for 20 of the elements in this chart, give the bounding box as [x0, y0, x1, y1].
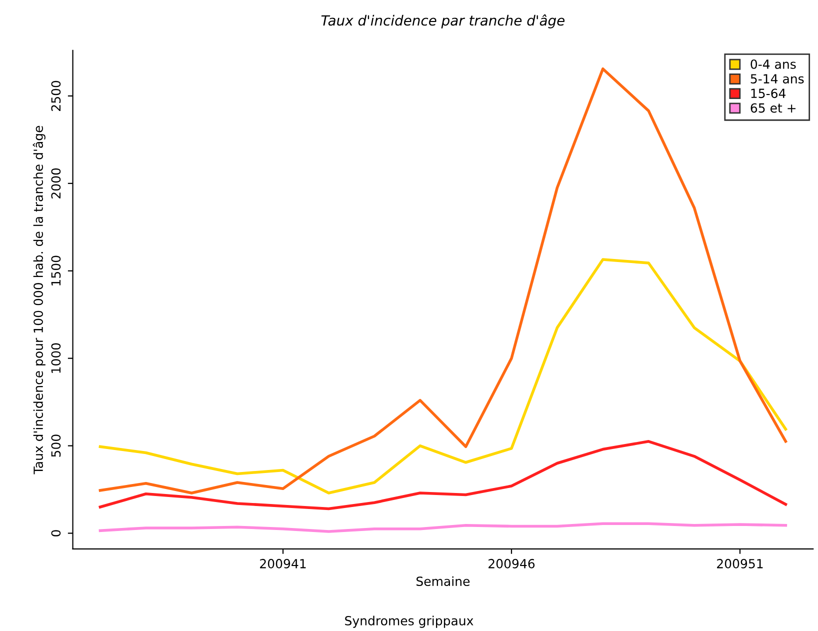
x-tick-label: 200941 — [260, 558, 306, 568]
line-series — [98, 440, 788, 510]
y-tick-label: 500 — [51, 434, 61, 457]
y-tick-label: 2000 — [51, 168, 61, 198]
line-series — [98, 522, 788, 533]
line-series — [98, 258, 788, 494]
legend-label: 0-4 ans — [750, 59, 796, 69]
legend-label: 5-14 ans — [750, 74, 804, 84]
legend-label: 15-64 — [751, 88, 786, 98]
x-tick-label: 200951 — [717, 558, 763, 568]
y-tick-label: 1000 — [51, 343, 61, 373]
y-axis-title: Taux d'incidence pour 100 000 hab. de la tranche d'âge — [32, 126, 46, 474]
x-tick-label: 200946 — [488, 558, 535, 568]
y-tick-label: 2500 — [51, 80, 61, 111]
chart-title: Taux d'incidence par tranche d'âge — [321, 14, 565, 28]
x-axis-title: Semaine — [416, 576, 470, 586]
legend-label: 65 et + — [750, 103, 796, 113]
text: Syndromes grippaux — [345, 616, 474, 628]
y-tick-label: 1500 — [51, 256, 61, 286]
y-tick-label: 0 — [51, 530, 61, 536]
